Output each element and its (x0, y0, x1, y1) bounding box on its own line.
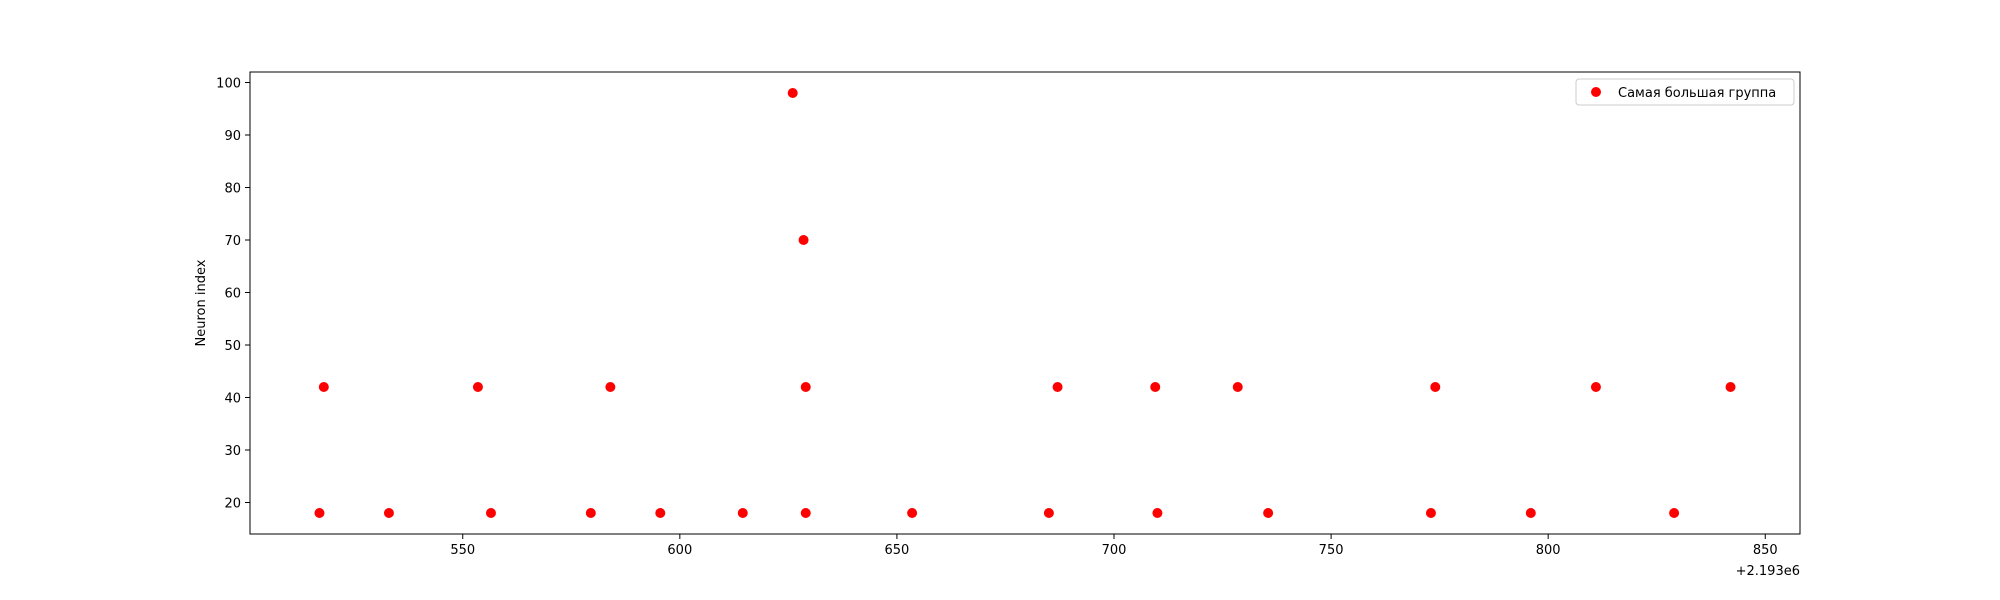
plot-frame (249, 71, 1801, 535)
data-point (1725, 382, 1736, 392)
legend-label: Самая большая группа (1618, 86, 1776, 101)
data-point (655, 508, 666, 518)
data-point (737, 508, 748, 518)
y-tick-label: 20 (224, 497, 241, 512)
data-point (1232, 382, 1243, 392)
data-point (1430, 382, 1441, 392)
data-point (585, 508, 596, 518)
x-tick-label: 850 (1753, 543, 1778, 558)
y-tick-label: 50 (224, 339, 241, 354)
x-axis: 550 600 650 700 750 800 850 (450, 534, 1778, 558)
data-point (1263, 508, 1274, 518)
data-point (1669, 508, 1680, 518)
x-tick-label: 650 (885, 543, 910, 558)
x-tick-label: 750 (1319, 543, 1344, 558)
legend: Самая большая группа (1575, 78, 1795, 106)
data-point (907, 508, 918, 518)
data-point (605, 382, 616, 392)
data-point (1425, 508, 1436, 518)
x-tick-label: 550 (450, 543, 475, 558)
y-tick-label: 40 (224, 392, 241, 407)
legend-marker (1591, 87, 1601, 97)
data-point (787, 88, 798, 98)
y-axis-label: Neuron index (194, 259, 209, 346)
data-point (1525, 508, 1536, 518)
data-point (383, 508, 394, 518)
data-point (800, 382, 811, 392)
y-tick-label: 30 (224, 444, 241, 459)
x-tick-label: 600 (667, 543, 692, 558)
data-point (798, 235, 809, 245)
data-point (318, 382, 329, 392)
legend-box (1575, 78, 1795, 106)
data-point (1152, 508, 1163, 518)
data-point (314, 508, 325, 518)
y-tick-label: 60 (224, 287, 241, 302)
data-point (472, 382, 483, 392)
x-offset-text: +2.193e6 (1736, 564, 1800, 579)
plot-background (250, 72, 1800, 534)
data-point (1150, 382, 1161, 392)
y-tick-label: 100 (216, 77, 241, 92)
data-points (314, 88, 1736, 518)
data-point (485, 508, 496, 518)
data-point (1590, 382, 1601, 392)
x-tick-label: 800 (1536, 543, 1561, 558)
y-tick-label: 90 (224, 129, 241, 144)
data-point (1052, 382, 1063, 392)
y-axis: 20 30 40 50 60 70 80 90 100 (216, 77, 250, 512)
data-point (1043, 508, 1054, 518)
x-tick-label: 700 (1102, 543, 1127, 558)
data-point (800, 508, 811, 518)
y-tick-label: 70 (224, 234, 241, 249)
y-tick-label: 80 (224, 182, 241, 197)
